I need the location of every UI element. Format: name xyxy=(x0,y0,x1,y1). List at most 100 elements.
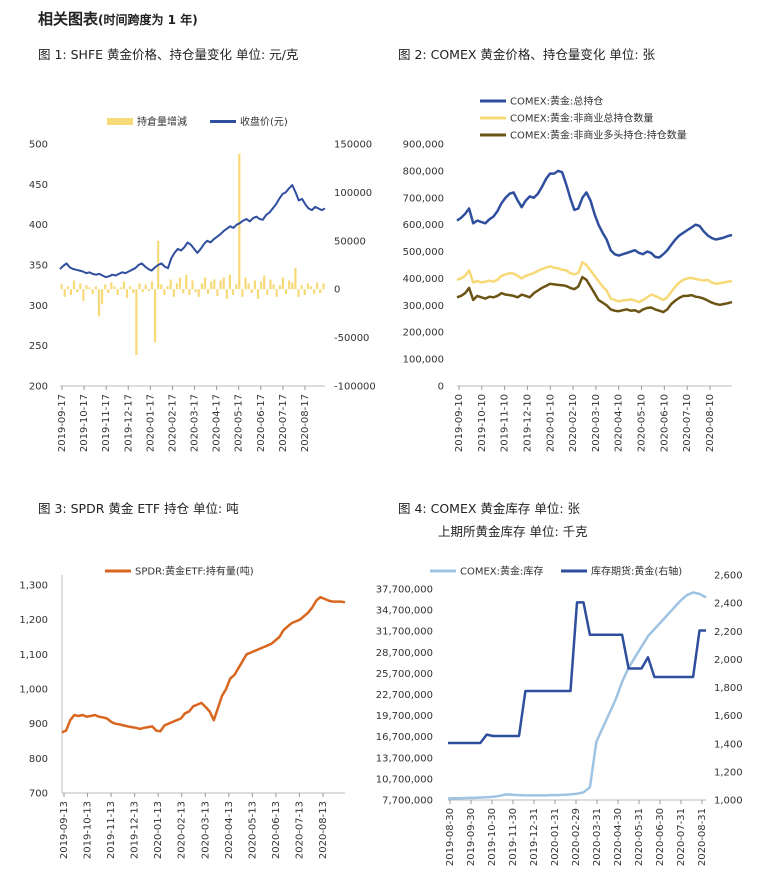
chart3-xtick-label: 2019-09-13 xyxy=(59,801,70,859)
chart2-series-line xyxy=(456,169,733,259)
chart4-xtick-label: 2020-03-31 xyxy=(592,808,603,866)
chart1-bar xyxy=(76,289,79,293)
chart1-bar xyxy=(154,289,157,343)
chart1-bar xyxy=(116,289,119,295)
chart1-left-ytick-label: 250 xyxy=(29,341,48,352)
chart1-bar xyxy=(219,280,222,290)
chart1-right-ytick-label: 0 xyxy=(334,285,340,296)
chart4-left-ytick-label: 16,700,000 xyxy=(376,732,433,743)
chart1-xtick-label: 2020-05-17 xyxy=(234,394,245,452)
chart2-ytick-label: 300,000 xyxy=(403,301,444,312)
chart2-xtick-label: 2020-04-10 xyxy=(614,394,625,452)
chart3-xtick-label: 2019-11-13 xyxy=(106,801,117,859)
chart4-left-ytick-label: 7,700,000 xyxy=(382,796,433,807)
chart1-bar xyxy=(309,286,313,290)
chart1-bar xyxy=(269,279,272,290)
chart1-xtick-label: 2019-12-17 xyxy=(123,394,134,452)
chart1-bar xyxy=(104,284,107,290)
chart4-right-ytick-label: 1,400 xyxy=(714,739,743,750)
chart2-ytick-label: 200,000 xyxy=(403,328,444,339)
chart2-xtick-label: 2019-12-10 xyxy=(522,394,533,452)
chart1-bar xyxy=(197,289,200,297)
chart1-bar xyxy=(228,274,231,290)
chart3-ytick-label: 700 xyxy=(29,789,48,800)
chart1-xtick-label: 2020-04-17 xyxy=(212,394,223,452)
chart1-xtick-label: 2020-08-17 xyxy=(300,394,311,452)
chart1-bar xyxy=(200,283,203,290)
chart1-bar xyxy=(185,274,188,290)
chart1-bar xyxy=(169,279,172,290)
chart2-xtick-label: 2020-07-10 xyxy=(682,394,693,452)
chart1-right-ytick-label: -100000 xyxy=(334,382,376,393)
chart2-ytick-label: 700,000 xyxy=(403,193,444,204)
chart4-left-ytick-label: 10,700,000 xyxy=(376,774,433,785)
chart3-xtick-label: 2019-12-13 xyxy=(130,801,141,859)
chart4-xtick-label: 2020-05-31 xyxy=(634,808,645,866)
chart1-bar xyxy=(79,283,82,290)
chart2-xtick-label: 2020-01-10 xyxy=(545,394,556,452)
chart4-right-ytick-label: 1,800 xyxy=(714,683,743,694)
chart1-bar xyxy=(210,281,213,290)
chart1-bar xyxy=(207,289,210,294)
chart3-xtick-label: 2020-06-13 xyxy=(271,801,282,859)
chart1-bar xyxy=(172,289,175,297)
chart4-right-ytick-label: 2,600 xyxy=(714,571,743,582)
chart1-bar xyxy=(166,286,169,290)
chart4-xtick-label: 2019-12-31 xyxy=(529,808,540,866)
chart4-right-ytick-label: 1,000 xyxy=(714,796,743,807)
chart1-bar xyxy=(266,289,269,295)
chart1-bar xyxy=(97,289,101,317)
chart4-left-ytick-label: 37,700,000 xyxy=(376,585,433,596)
chart4-right-ytick-label: 1,600 xyxy=(714,711,743,722)
chart3-title: 图 3: SPDR 黄金 ETF 持仓 单位: 吨 xyxy=(38,501,239,516)
chart1-bar xyxy=(63,289,66,297)
chart3-legend-0-label: SPDR:黄金ETF:持有量(吨) xyxy=(135,565,254,578)
chart1-bar xyxy=(297,289,300,297)
chart1-bar xyxy=(129,286,132,290)
chart1-legend-line-label: 收盘价(元) xyxy=(240,115,288,128)
chart3-xtick-label: 2020-04-13 xyxy=(224,801,235,859)
chart1-bar xyxy=(91,289,94,294)
chart1-bar xyxy=(238,153,241,290)
chart1-bar xyxy=(132,289,135,294)
chart1-bar xyxy=(284,289,288,294)
chart4-right-ytick-label: 1,200 xyxy=(714,767,743,778)
chart2-title: 图 2: COMEX 黄金价格、持仓量变化 单位: 张 xyxy=(398,47,656,62)
chart4-xtick-label: 2019-11-30 xyxy=(508,808,519,866)
page-header: 相关图表(时间跨度为 1 年) xyxy=(38,8,198,29)
chart1-bar xyxy=(88,287,91,290)
chart2-xtick-label: 2019-10-10 xyxy=(477,394,488,452)
header-subtitle: (时间跨度为 1 年) xyxy=(98,13,198,27)
chart1-right-ytick-label: -50000 xyxy=(334,333,369,344)
chart1-bar xyxy=(222,277,225,290)
chart1-bar xyxy=(150,281,154,290)
chart2-xtick-label: 2020-02-10 xyxy=(568,394,579,452)
chart1-bar xyxy=(191,280,194,290)
chart4-series-line xyxy=(448,601,706,745)
chart1-bar xyxy=(135,289,138,355)
chart1-right-ytick-label: 100000 xyxy=(334,188,372,199)
chart2-ytick-label: 900,000 xyxy=(403,140,444,151)
chart3-ytick-label: 1,300 xyxy=(19,581,48,592)
chart1-line-close-price xyxy=(59,184,326,279)
chart1-bar xyxy=(231,289,235,295)
chart1-xtick-label: 2020-07-17 xyxy=(278,394,289,452)
chart1-bar xyxy=(178,277,182,290)
chart3-ytick-label: 900 xyxy=(29,719,48,730)
chart1-bar xyxy=(175,283,178,290)
chart1-bar xyxy=(101,289,104,304)
chart2-ytick-label: 500,000 xyxy=(403,247,444,258)
chart3-xtick-label: 2019-10-13 xyxy=(83,801,94,859)
chart1-bar xyxy=(319,289,322,294)
chart2-xtick-label: 2019-11-10 xyxy=(500,394,511,452)
chart1-bar xyxy=(263,275,266,290)
chart1-bar xyxy=(94,286,97,290)
chart1-left-ytick-label: 300 xyxy=(29,301,48,312)
chart1-left-ytick-label: 450 xyxy=(29,180,48,191)
chart1-bar xyxy=(141,289,144,293)
chart1-bar xyxy=(119,287,122,290)
chart1-bar xyxy=(316,282,319,290)
chart2-ytick-label: 100,000 xyxy=(403,355,444,366)
chart1-xtick-label: 2019-11-17 xyxy=(101,394,112,452)
